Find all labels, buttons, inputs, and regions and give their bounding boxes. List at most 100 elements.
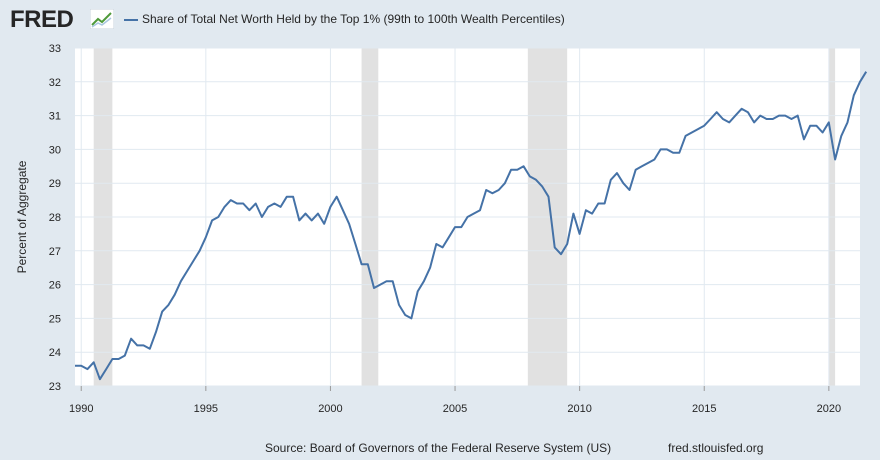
data-point[interactable] <box>153 329 159 335</box>
data-point[interactable] <box>714 109 720 115</box>
data-point[interactable] <box>577 231 583 237</box>
data-point[interactable] <box>427 265 433 271</box>
data-point[interactable] <box>465 214 471 220</box>
data-point[interactable] <box>570 211 576 217</box>
footer-url[interactable]: fred.stlouisfed.org <box>668 441 764 455</box>
data-point[interactable] <box>377 282 383 288</box>
data-point[interactable] <box>658 146 664 152</box>
data-point[interactable] <box>807 123 813 129</box>
data-point[interactable] <box>234 200 240 206</box>
data-point[interactable] <box>321 221 327 227</box>
data-point[interactable] <box>384 278 390 284</box>
data-point[interactable] <box>863 69 869 75</box>
data-point[interactable] <box>408 315 414 321</box>
data-point[interactable] <box>165 302 171 308</box>
data-point[interactable] <box>203 234 209 240</box>
data-point[interactable] <box>645 160 651 166</box>
data-point[interactable] <box>259 214 265 220</box>
data-point[interactable] <box>197 248 203 254</box>
data-point[interactable] <box>240 200 246 206</box>
data-point[interactable] <box>851 92 857 98</box>
data-point[interactable] <box>309 217 315 223</box>
data-point[interactable] <box>222 204 228 210</box>
data-point[interactable] <box>764 116 770 122</box>
data-point[interactable] <box>776 113 782 119</box>
data-point[interactable] <box>676 150 682 156</box>
data-point[interactable] <box>782 113 788 119</box>
data-point[interactable] <box>359 261 365 267</box>
data-point[interactable] <box>757 113 763 119</box>
data-point[interactable] <box>602 200 608 206</box>
data-point[interactable] <box>552 244 558 250</box>
data-point[interactable] <box>296 217 302 223</box>
data-point[interactable] <box>826 119 832 125</box>
data-point[interactable] <box>396 302 402 308</box>
data-point[interactable] <box>633 167 639 173</box>
data-point[interactable] <box>340 207 346 213</box>
data-point[interactable] <box>795 113 801 119</box>
data-point[interactable] <box>813 123 819 129</box>
data-point[interactable] <box>670 150 676 156</box>
data-point[interactable] <box>564 241 570 247</box>
data-point[interactable] <box>471 211 477 217</box>
data-point[interactable] <box>527 173 533 179</box>
data-point[interactable] <box>334 194 340 200</box>
data-point[interactable] <box>739 106 745 112</box>
data-point[interactable] <box>184 268 190 274</box>
data-point[interactable] <box>820 130 826 136</box>
data-point[interactable] <box>284 194 290 200</box>
data-point[interactable] <box>178 278 184 284</box>
data-point[interactable] <box>228 197 234 203</box>
data-point[interactable] <box>801 136 807 142</box>
data-point[interactable] <box>109 356 115 362</box>
data-point[interactable] <box>253 200 259 206</box>
data-point[interactable] <box>147 346 153 352</box>
data-point[interactable] <box>664 146 670 152</box>
data-point[interactable] <box>508 167 514 173</box>
data-point[interactable] <box>290 194 296 200</box>
data-point[interactable] <box>352 241 358 247</box>
data-point[interactable] <box>78 363 84 369</box>
data-point[interactable] <box>97 376 103 382</box>
data-point[interactable] <box>483 187 489 193</box>
data-point[interactable] <box>116 356 122 362</box>
data-point[interactable] <box>788 116 794 122</box>
data-point[interactable] <box>278 204 284 210</box>
data-point[interactable] <box>732 113 738 119</box>
data-point[interactable] <box>620 180 626 186</box>
data-point[interactable] <box>701 123 707 129</box>
data-point[interactable] <box>159 309 165 315</box>
data-point[interactable] <box>128 336 134 342</box>
data-point[interactable] <box>689 130 695 136</box>
data-point[interactable] <box>346 221 352 227</box>
data-point[interactable] <box>433 241 439 247</box>
data-point[interactable] <box>639 163 645 169</box>
data-point[interactable] <box>446 234 452 240</box>
data-point[interactable] <box>626 187 632 193</box>
data-point[interactable] <box>327 204 333 210</box>
data-point[interactable] <box>141 342 147 348</box>
fred-logo[interactable]: FRED <box>10 6 74 33</box>
data-point[interactable] <box>533 177 539 183</box>
data-point[interactable] <box>720 116 726 122</box>
data-point[interactable] <box>521 163 527 169</box>
data-point[interactable] <box>477 207 483 213</box>
data-point[interactable] <box>514 167 520 173</box>
data-point[interactable] <box>72 363 78 369</box>
data-point[interactable] <box>770 116 776 122</box>
data-point[interactable] <box>595 200 601 206</box>
data-point[interactable] <box>122 353 128 359</box>
data-point[interactable] <box>496 187 502 193</box>
data-point[interactable] <box>440 244 446 250</box>
data-point[interactable] <box>651 157 657 163</box>
data-point[interactable] <box>91 359 97 365</box>
data-point[interactable] <box>271 200 277 206</box>
data-point[interactable] <box>489 190 495 196</box>
data-point[interactable] <box>365 261 371 267</box>
series-line[interactable] <box>75 71 868 381</box>
data-point[interactable] <box>832 157 838 163</box>
data-point[interactable] <box>857 79 863 85</box>
data-point[interactable] <box>103 366 109 372</box>
data-point[interactable] <box>608 177 614 183</box>
data-point[interactable] <box>558 251 564 257</box>
